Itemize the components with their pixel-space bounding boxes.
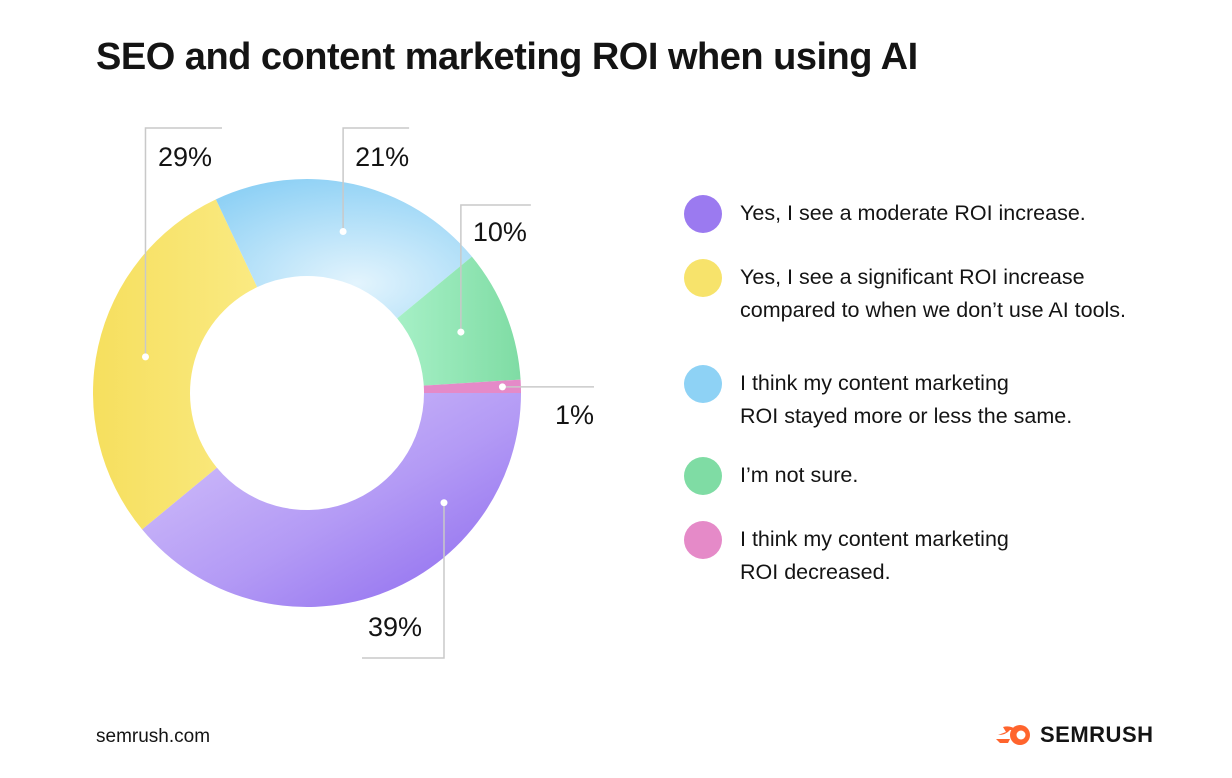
leader-line <box>361 502 445 659</box>
donut-chart: 39% 29% 21% 10% 1% <box>92 127 594 659</box>
legend-swatch <box>684 365 722 403</box>
donut-slice <box>397 256 521 386</box>
leader-dot <box>339 227 347 235</box>
donut-slice <box>92 199 258 530</box>
donut-slice <box>215 178 472 319</box>
legend-label: Yes, I see a significant ROI increase co… <box>740 265 1127 322</box>
legend-swatch <box>684 259 722 297</box>
donut-slice <box>423 379 521 393</box>
leader-line <box>342 127 410 232</box>
legend-swatch <box>684 195 722 233</box>
legend-swatch <box>684 457 722 495</box>
leader-dot <box>141 353 149 361</box>
legend-item: Yes, I see a significant ROI increase co… <box>684 259 1126 327</box>
chart-title: SEO and content marketing ROI when using… <box>96 36 918 78</box>
leader-line <box>144 127 222 357</box>
slice-value-label: 21% <box>355 142 409 172</box>
legend-label: I think my content marketing ROI decreas… <box>740 527 1009 584</box>
leader-dot <box>457 328 465 336</box>
legend-item: I think my content marketing ROI decreas… <box>684 521 1009 589</box>
brand-name: SEMRUSH <box>1040 722 1154 747</box>
legend-item: Yes, I see a moderate ROI increase. <box>684 195 1086 233</box>
leader-dot <box>440 499 448 507</box>
legend-label: I think my content marketing ROI stayed … <box>740 371 1073 428</box>
semrush-logo: SEMRUSH <box>996 722 1154 748</box>
legend-label: I’m not sure. <box>740 463 859 487</box>
semrush-flame-icon <box>996 725 1030 745</box>
slice-value-label: 29% <box>158 142 212 172</box>
legend-item: I think my content marketing ROI stayed … <box>684 365 1072 433</box>
slice-value-label: 39% <box>368 612 422 642</box>
donut-slice <box>142 393 521 607</box>
leader-line <box>460 204 531 333</box>
slice-value-label: 10% <box>473 217 527 247</box>
legend-item: I’m not sure. <box>684 457 858 495</box>
slice-value-label: 1% <box>555 400 594 430</box>
legend-label: Yes, I see a moderate ROI increase. <box>740 201 1086 225</box>
legend-swatch <box>684 521 722 559</box>
leader-dot <box>498 383 506 391</box>
source-text: semrush.com <box>96 726 211 747</box>
